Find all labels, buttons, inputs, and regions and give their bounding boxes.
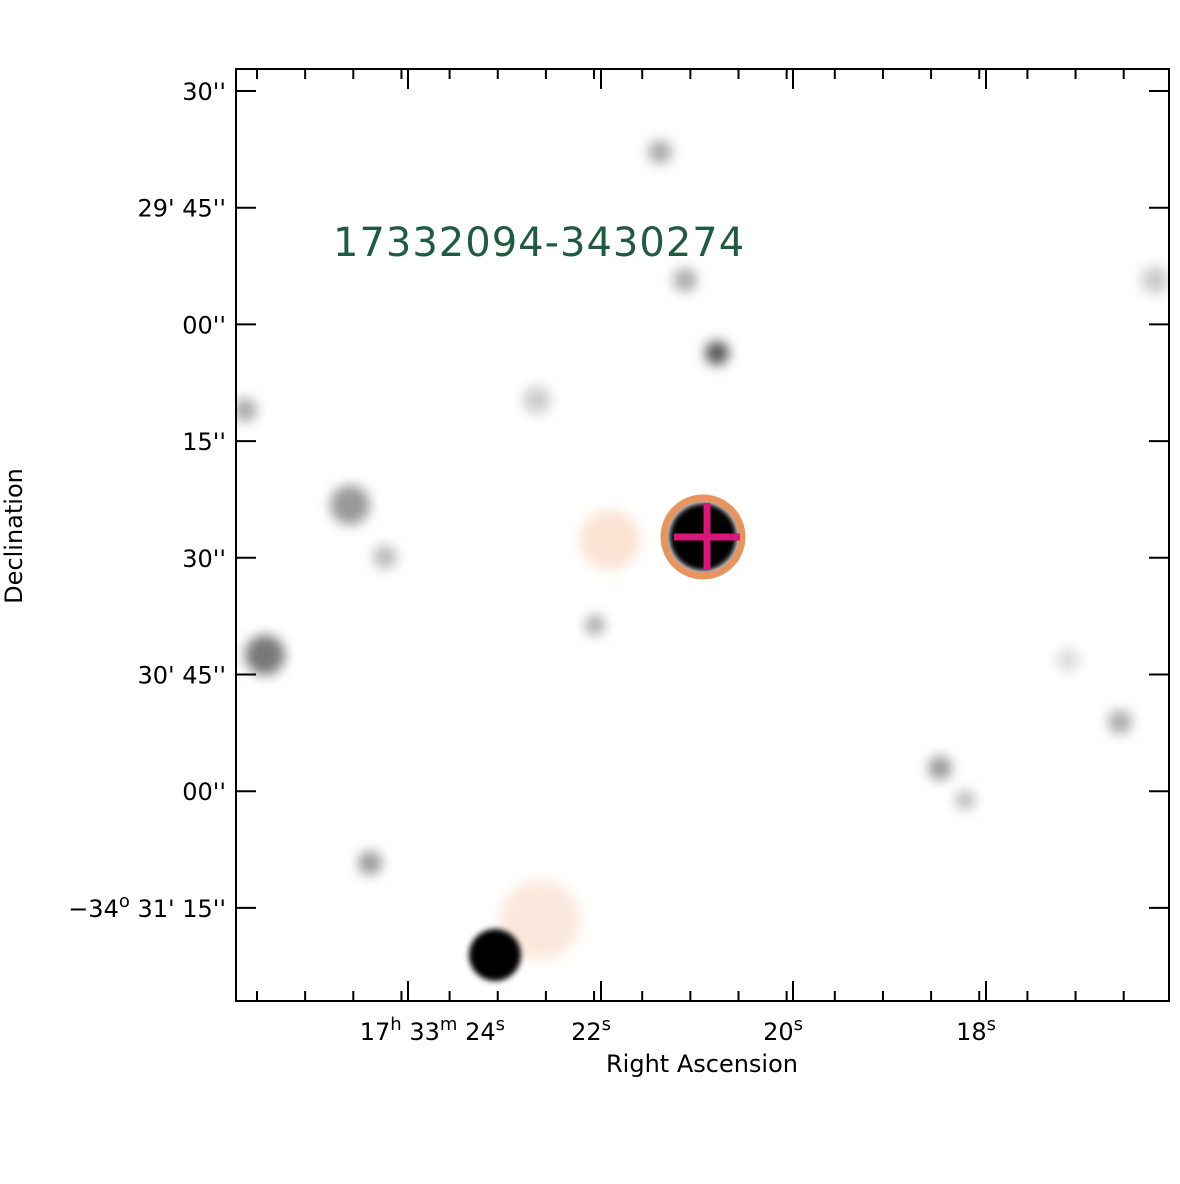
tick-label-part: 00''	[182, 778, 226, 806]
tick-label-part: 00''	[182, 311, 226, 339]
tick-label-part: 29' 45''	[138, 195, 227, 223]
sky-image	[236, 69, 1169, 1001]
source-name: 17332094-3430274	[333, 220, 745, 266]
plot-frame	[235, 68, 1170, 1002]
tick-label-part: o	[119, 890, 130, 911]
tick-label-part: −34	[68, 895, 119, 923]
tick-label: 20s	[763, 1014, 803, 1047]
tick-label: 29' 45''	[138, 195, 227, 223]
tick-labels: 30'' 29' 45'' 00'' 15'' 30'' 30' 45'' 00'' −34o…	[68, 78, 996, 1046]
tick-label: 22s	[571, 1014, 611, 1047]
tick-label: 30''	[182, 78, 226, 106]
tick-label-part: 20	[763, 1018, 794, 1046]
y-axis-label: Declination	[0, 468, 28, 604]
tick-label-part: s	[496, 1014, 505, 1035]
tick-label-part: 30''	[182, 545, 226, 573]
tick-label-part: s	[794, 1014, 803, 1035]
tick-label: 30''	[182, 545, 226, 573]
tick-label-part: 22	[571, 1018, 602, 1046]
tick-label-part: 24	[457, 1018, 495, 1046]
tick-label-part: 30' 45''	[138, 662, 227, 690]
tick-label: 00''	[182, 311, 226, 339]
tick-label: 30' 45''	[138, 662, 227, 690]
source-circle	[660, 494, 746, 580]
tick-label: 17h 33m 24s	[360, 1014, 505, 1047]
tick-label-part: m	[440, 1014, 458, 1035]
tick-label: 18s	[956, 1014, 996, 1047]
tick-label-part: 30''	[182, 78, 226, 106]
tick-label-part: 33	[402, 1018, 440, 1046]
tick-label-part: s	[602, 1014, 611, 1035]
tick-marks	[236, 69, 1169, 1001]
tick-label-part: h	[390, 1014, 401, 1035]
x-axis-label: Right Ascension	[606, 1050, 798, 1078]
tick-label-part: 17	[360, 1018, 391, 1046]
tick-label: 00''	[182, 778, 226, 806]
tick-label: −34o 31' 15''	[68, 890, 226, 923]
tick-label-part: s	[987, 1014, 996, 1035]
tick-label-part: 15''	[182, 428, 226, 456]
tick-label-part: 18	[956, 1018, 987, 1046]
tick-label-part: 31' 15''	[130, 895, 226, 923]
tick-label: 15''	[182, 428, 226, 456]
